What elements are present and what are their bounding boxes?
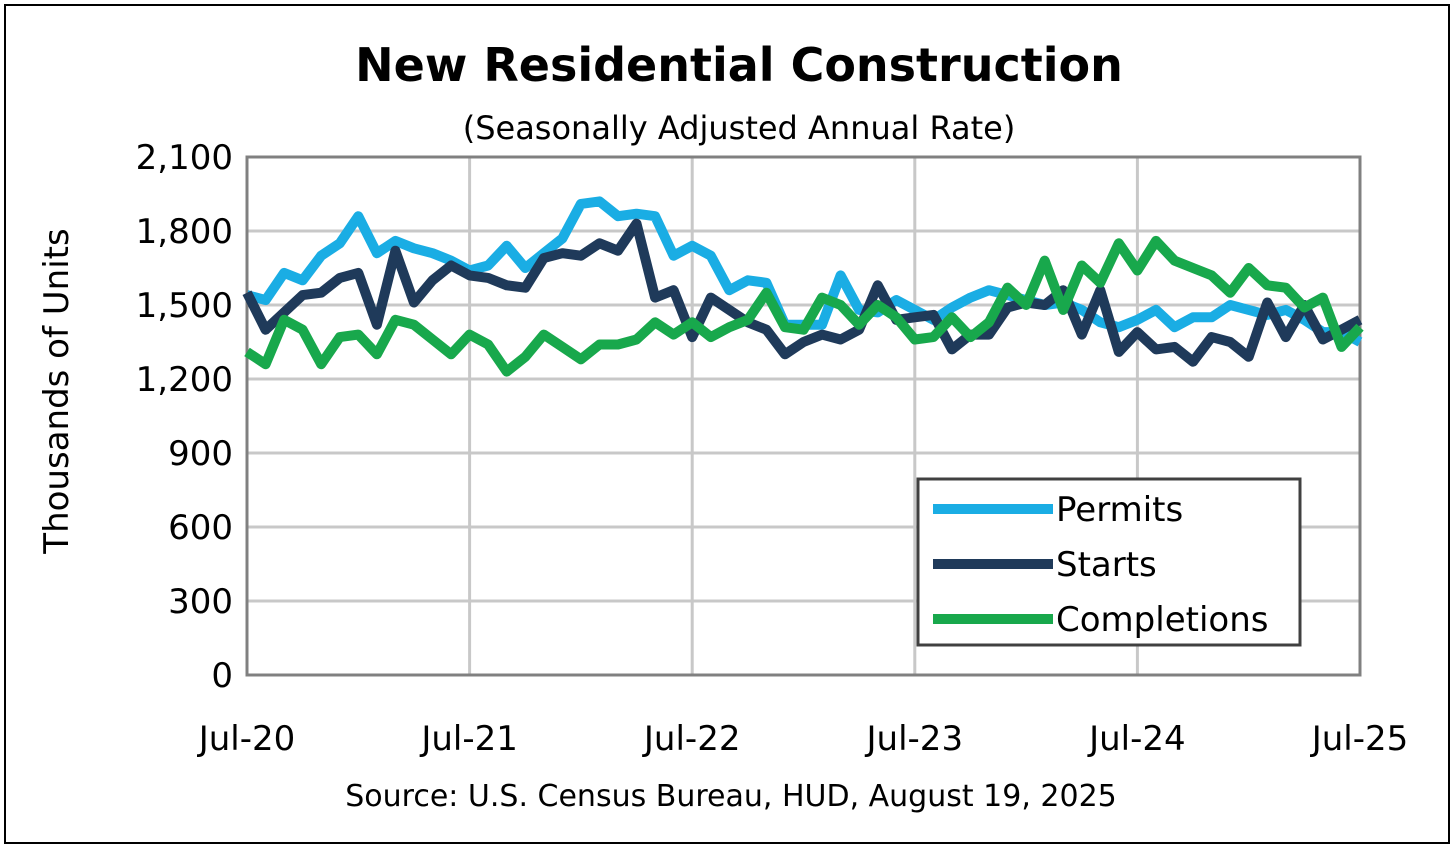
chart-frame: New Residential Construction (Seasonally… [4,4,1450,844]
chart-subtitle: (Seasonally Adjusted Annual Rate) [463,109,1016,147]
source-note: Source: U.S. Census Bureau, HUD, August … [345,779,1117,814]
y-tick-label: 1,200 [136,360,233,400]
x-tick-label: Jul-23 [865,719,964,759]
legend-label-permits: Permits [1056,490,1183,530]
plot-area-border [245,155,1362,677]
y-tick-label: 900 [168,434,233,474]
tick-layer: 0 300 600 900 1,200 1,500 1,800 2,100 Jul-20 Jul-… [136,138,1409,759]
x-tick-label: Jul-20 [197,719,296,759]
chart-title: New Residential Construction [355,38,1123,92]
y-axis-label: Thousands of Units [37,228,77,554]
y-tick-label: 600 [168,508,233,548]
series-line-completions [244,235,1364,377]
x-tick-label: Jul-21 [419,719,518,759]
x-tick-label: Jul-24 [1087,719,1186,759]
chart-svg: New Residential Construction (Seasonally… [37,38,1409,814]
y-tick-label: 0 [211,656,233,696]
legend-label-completions: Completions [1056,600,1268,640]
legend-label-starts: Starts [1056,545,1157,585]
series-layer [242,196,1364,377]
x-tick-label: Jul-25 [1310,719,1409,759]
y-tick-label: 1,500 [136,286,233,326]
y-tick-label: 300 [168,582,233,622]
legend: Permits Starts Completions [916,477,1302,647]
y-tick-label: 2,100 [136,138,233,178]
y-tick-label: 1,800 [136,212,233,252]
x-tick-label: Jul-22 [642,719,741,759]
series-line-starts [242,218,1363,367]
